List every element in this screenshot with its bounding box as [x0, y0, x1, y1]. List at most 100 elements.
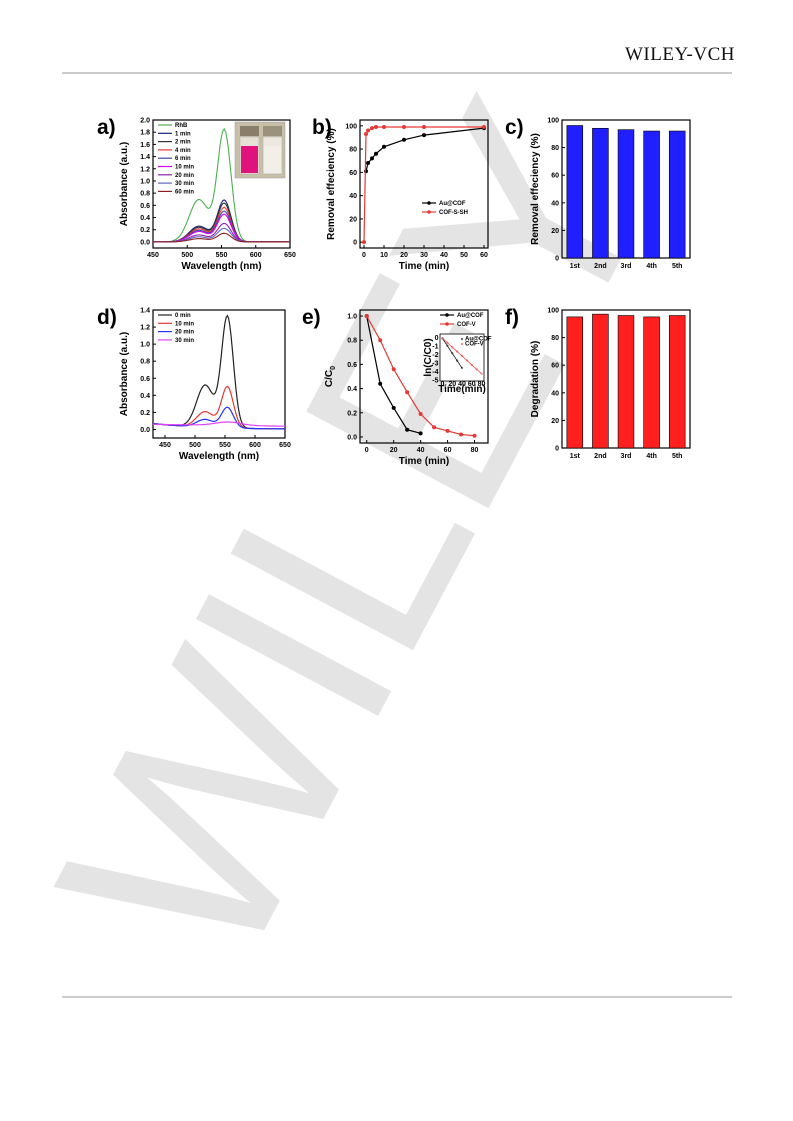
- x-axis-label: Time (min): [399, 456, 449, 467]
- legend-entry: COF-V: [457, 322, 476, 328]
- y-tick-label: 20: [349, 216, 357, 223]
- inset-y-tick-label: -3: [432, 360, 438, 367]
- x-tick-label: 600: [250, 252, 262, 259]
- y-tick-label: 0: [555, 256, 559, 263]
- bar-5th: [668, 315, 686, 449]
- panel-label: e): [302, 306, 321, 329]
- inset-y-axis-label: ln(C/C0): [423, 338, 434, 376]
- y-tick-label: 0.4: [140, 393, 150, 400]
- inset-x-tick-label: 40: [458, 381, 466, 388]
- panel-a-absorbance-chart: a) 450 500 550 600 650 0.0 0.2 0.4 0.6 0.8 1.0 1.2 1.…: [97, 116, 296, 272]
- inset-fit-line: [442, 338, 482, 374]
- x-tick-label: 1st: [570, 453, 581, 460]
- data-point: [402, 137, 406, 142]
- panel-c-removal-cycles-chart: c) 0 20 40 60 80 100 1st 2nd 3rd 4th 5th Removal eff…: [505, 116, 691, 270]
- legend-marker: [427, 201, 431, 205]
- data-point: [391, 405, 396, 410]
- y-tick-label: 20: [551, 228, 559, 235]
- plot-frame: [359, 309, 489, 444]
- inset-point: [475, 368, 478, 371]
- data-point: [364, 314, 369, 319]
- x-tick-label: 10: [380, 252, 388, 259]
- legend-marker: [427, 210, 431, 214]
- y-axis-label: Removal effeciency (%): [326, 128, 337, 240]
- legend-entry: 60 min: [175, 189, 194, 195]
- bar-2nd: [592, 127, 609, 259]
- x-tick-label: 550: [219, 442, 231, 449]
- data-point: [405, 427, 410, 432]
- panel-label: b): [312, 116, 332, 139]
- inset-point: [480, 372, 483, 375]
- inset-x-tick-label: 20: [448, 381, 456, 388]
- data-point: [366, 128, 370, 133]
- y-tick-label: 1.6: [140, 142, 150, 149]
- y-tick-label: 0.6: [140, 203, 150, 210]
- inset-x-tick-label: 60: [468, 381, 476, 388]
- y-tick-label: 1.0: [347, 314, 357, 321]
- bar-4th: [643, 130, 660, 259]
- panel-label: a): [97, 116, 116, 139]
- legend-entry: Au@COF: [457, 313, 484, 319]
- legend-marker: [445, 313, 449, 317]
- inset-point: [451, 352, 454, 355]
- y-tick-label: 0.4: [140, 215, 150, 222]
- inset-legend-entry: Au@COF: [465, 337, 492, 343]
- x-tick-label: 650: [279, 442, 291, 449]
- data-point: [459, 432, 464, 437]
- y-tick-label: 0.2: [140, 410, 150, 417]
- y-tick-label: 1.4: [140, 154, 150, 161]
- panel-d-absorbance-chart: d) 450 500 550 600 650 0.0 0.2 0.4 0.6 0.8 1.0 1.2 1.…: [97, 306, 291, 462]
- y-tick-label: 1.2: [140, 166, 150, 173]
- inset-legend-marker: [461, 343, 463, 345]
- x-tick-label: 450: [159, 442, 171, 449]
- y-tick-label: 60: [349, 170, 357, 177]
- data-point: [382, 124, 386, 129]
- x-tick-label: 5th: [672, 453, 683, 460]
- legend-entry: 2 min: [175, 140, 191, 146]
- data-point: [378, 338, 383, 343]
- data-point: [482, 124, 486, 129]
- data-point: [374, 124, 378, 129]
- legend-entry: 20 min: [175, 173, 194, 179]
- y-tick-label: 80: [349, 147, 357, 154]
- y-tick-label: 0.8: [347, 338, 357, 345]
- data-point: [370, 126, 374, 131]
- x-tick-label: 600: [249, 442, 261, 449]
- data-point: [374, 151, 378, 156]
- y-axis-label: Absorbance (a.u.): [119, 332, 130, 416]
- y-tick-label: 80: [551, 145, 559, 152]
- inset-point: [446, 341, 449, 344]
- legend-entry: 10 min: [175, 321, 194, 327]
- panel-f-degradation-cycles-chart: f) 0 20 40 60 80 100 1st 2nd 3rd 4th 5th Degradation…: [505, 306, 691, 460]
- data-point: [370, 156, 374, 161]
- x-tick-label: 1st: [570, 263, 581, 270]
- series-line: [366, 315, 421, 434]
- x-tick-label: 0: [362, 252, 366, 259]
- x-tick-label: 450: [147, 252, 159, 259]
- x-tick-label: 550: [216, 252, 228, 259]
- series-line-20-min: [153, 222, 290, 243]
- y-tick-label: 80: [551, 335, 559, 342]
- x-tick-label: 3rd: [621, 453, 632, 460]
- series-line-20-min: [152, 406, 285, 430]
- data-point: [445, 428, 450, 433]
- legend-entry: 10 min: [175, 165, 194, 171]
- panel-b-removal-kinetics-chart: b) 0 10 20 30 40 50 60 0 20 40 60 80 100 Time (min) Rem…: [312, 116, 489, 272]
- y-tick-label: 40: [551, 390, 559, 397]
- wiley-vch-logo: WILEY-VCH: [624, 44, 735, 65]
- x-tick-label: 40: [440, 252, 448, 259]
- series-line: [363, 126, 484, 243]
- data-point: [418, 411, 423, 416]
- y-tick-label: 0.0: [140, 239, 150, 246]
- x-axis-label: Wavelength (nm): [179, 451, 259, 462]
- y-tick-label: 100: [547, 118, 559, 125]
- y-axis-label: Degradation (%): [530, 341, 541, 418]
- y-tick-label: 0.8: [140, 359, 150, 366]
- plot-frame: [152, 309, 286, 439]
- data-point: [418, 431, 423, 436]
- y-tick-label: 0.0: [140, 427, 150, 434]
- x-tick-label: 5th: [672, 263, 683, 270]
- x-tick-label: 500: [181, 252, 193, 259]
- inset-point: [441, 337, 444, 340]
